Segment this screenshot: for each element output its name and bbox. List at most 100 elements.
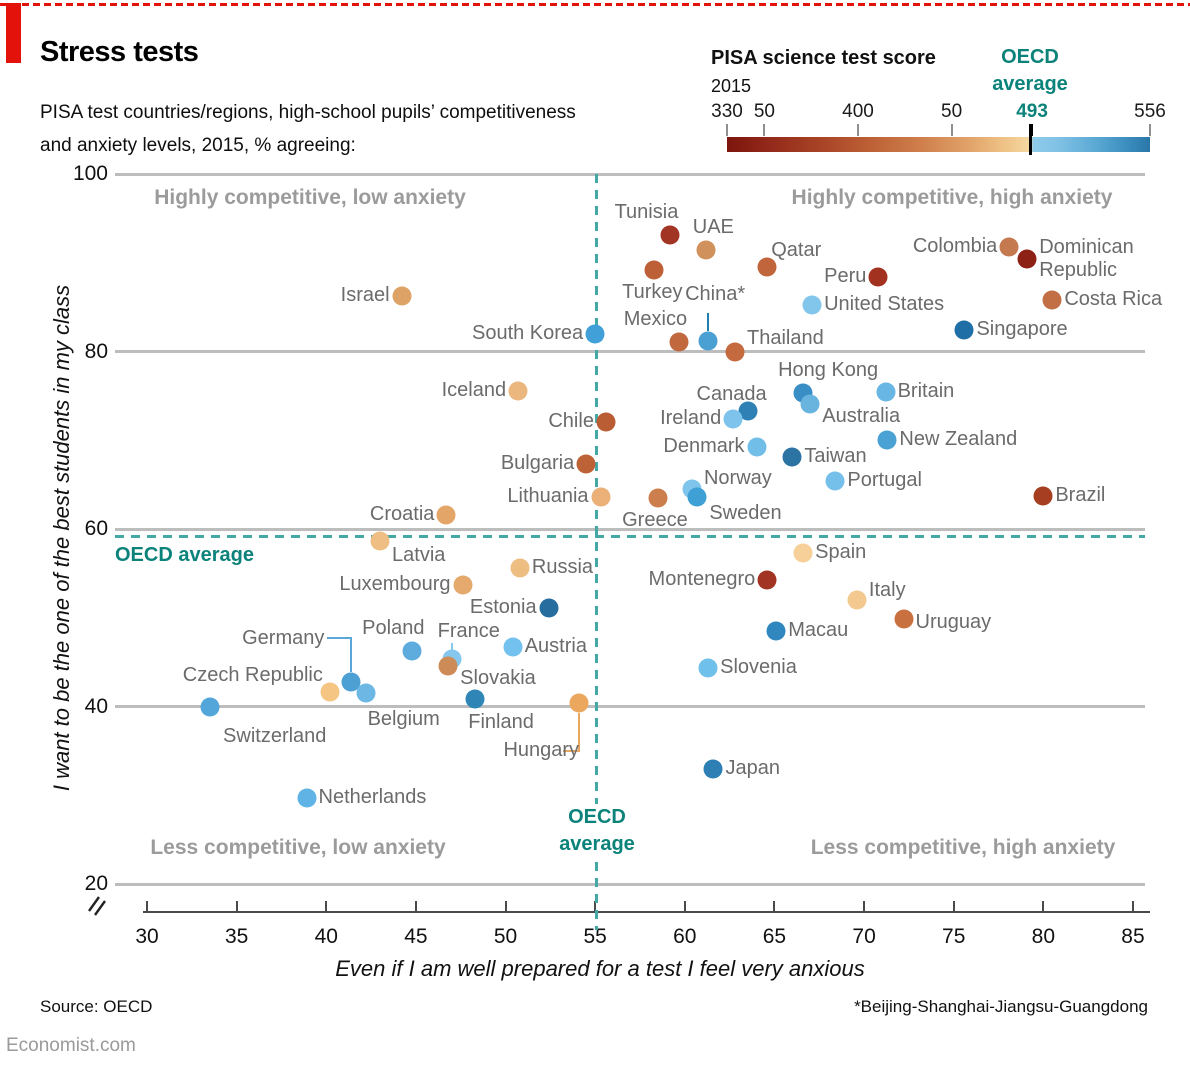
point-peru <box>868 267 888 287</box>
point-label-italy: Italy <box>868 579 906 601</box>
point-label-new-zealand: New Zealand <box>899 428 1018 451</box>
point-label-israel: Israel <box>340 283 390 306</box>
point-costa-rica <box>1042 290 1062 310</box>
quadrant-label-bottom-left: Less competitive, low anxiety <box>150 836 446 859</box>
point-label-luxembourg: Luxembourg <box>339 572 451 595</box>
point-portugal <box>825 471 845 491</box>
point-montenegro <box>757 570 777 590</box>
point-label-estonia: Estonia <box>469 595 537 618</box>
point-label-tunisia: Tunisia <box>614 201 679 224</box>
point-label-thailand: Thailand <box>747 327 824 350</box>
gridline-y-20 <box>115 882 1145 886</box>
point-label-qatar: Qatar <box>771 239 822 262</box>
point-label-britain: Britain <box>897 380 955 403</box>
point-label-uruguay: Uruguay <box>915 610 992 633</box>
leader-line-germany <box>327 637 352 672</box>
gridline-y-40 <box>115 705 1145 708</box>
point-label-spain: Spain <box>815 540 867 563</box>
x-tick-label-75: 75 <box>942 925 966 948</box>
point-latvia <box>370 531 390 551</box>
point-estonia <box>539 598 559 618</box>
x-tick-30 <box>146 901 148 911</box>
quadrant-label-top-right: Highly competitive, high anxiety <box>791 186 1113 209</box>
oecd-average-hline <box>115 534 1145 538</box>
point-label-macau: Macau <box>788 619 849 642</box>
x-tick-50 <box>504 901 507 911</box>
x-tick-70 <box>863 901 866 911</box>
legend-tick-label-400: 400 <box>842 101 874 122</box>
page-subtitle: PISA test countries/regions, high-school… <box>40 102 576 156</box>
x-tick-label-70: 70 <box>852 925 876 948</box>
point-belgium <box>356 683 376 703</box>
point-label-turkey: Turkey <box>622 280 683 303</box>
point-label-croatia: Croatia <box>369 502 435 525</box>
point-label-costa-rica: Costa Rica <box>1064 288 1163 311</box>
x-tick-60 <box>683 901 686 911</box>
x-axis-line <box>143 911 1150 913</box>
point-label-czech-republic: Czech Republic <box>182 664 323 687</box>
point-singapore <box>954 320 974 340</box>
legend-year: 2015 <box>711 76 752 96</box>
legend-tick-mark-400 <box>857 124 860 136</box>
point-label-iceland: Iceland <box>441 379 507 402</box>
point-label-switzerland: Switzerland <box>223 724 327 747</box>
point-lithuania <box>591 487 611 507</box>
point-macau <box>766 621 786 641</box>
gridline-y-80 <box>115 350 1145 353</box>
point-croatia <box>436 505 456 525</box>
point-label-finland: Finland <box>468 711 534 734</box>
point-canada <box>738 401 758 421</box>
point-label-latvia: Latvia <box>392 544 446 567</box>
point-qatar <box>757 257 777 277</box>
y-tick-label-100: 100 <box>72 162 108 185</box>
point-luxembourg <box>453 575 472 595</box>
point-label-lithuania: Lithuania <box>507 485 589 508</box>
legend-tick-label-450: 50 <box>941 101 963 122</box>
top-red-rule <box>0 3 1190 6</box>
point-label-brazil: Brazil <box>1055 484 1106 507</box>
point-label-norway: Norway <box>703 467 772 490</box>
point-switzerland <box>200 697 220 716</box>
point-label-russia: Russia <box>531 556 594 579</box>
point-label-bulgaria: Bulgaria <box>500 452 575 475</box>
point-bulgaria <box>576 454 596 474</box>
point-uruguay <box>894 609 914 629</box>
point-iceland <box>508 381 528 401</box>
x-tick-label-65: 65 <box>762 925 787 948</box>
point-label-mexico: Mexico <box>623 307 688 330</box>
x-tick-label-85: 85 <box>1121 925 1145 948</box>
point-label-montenegro: Montenegro <box>648 567 756 590</box>
point-label-denmark: Denmark <box>663 435 745 458</box>
point-australia <box>800 394 820 414</box>
point-label-greece: Greece <box>622 508 688 531</box>
x-tick-label-40: 40 <box>314 925 338 948</box>
quadrant-label-top-left: Highly competitive, low anxiety <box>154 186 466 209</box>
point-label-south-korea: South Korea <box>471 321 584 344</box>
economist-red-tab <box>6 3 21 63</box>
point-label-germany: Germany <box>242 626 325 649</box>
point-israel <box>392 286 412 306</box>
x-tick-80 <box>1042 901 1045 911</box>
y-tick-label-40: 40 <box>84 694 108 718</box>
point-turkey <box>644 260 664 280</box>
y-tick-label-20: 20 <box>84 872 108 895</box>
point-label-dominican-republic: Dominican Republic <box>1039 236 1134 282</box>
point-thailand <box>725 342 745 362</box>
x-tick-label-35: 35 <box>224 925 249 948</box>
legend-title: PISA science test score <box>711 47 936 69</box>
x-tick-75 <box>952 901 955 911</box>
point-slovenia <box>698 658 718 678</box>
point-label-slovakia: Slovakia <box>460 666 536 689</box>
point-label-austria: Austria <box>524 635 587 658</box>
point-label-china-: China* <box>685 282 746 305</box>
point-spain <box>793 543 813 563</box>
point-label-poland: Poland <box>362 617 425 640</box>
oecd-average-vline <box>595 174 599 930</box>
point-label-france: France <box>437 619 500 642</box>
gridline-y-100 <box>115 172 1145 176</box>
point-brazil <box>1033 486 1053 506</box>
economist-site-label: Economist.com <box>6 1035 136 1056</box>
point-tunisia <box>660 225 680 245</box>
gridline-y-60 <box>115 527 1145 531</box>
x-tick-label-55: 55 <box>583 925 607 948</box>
